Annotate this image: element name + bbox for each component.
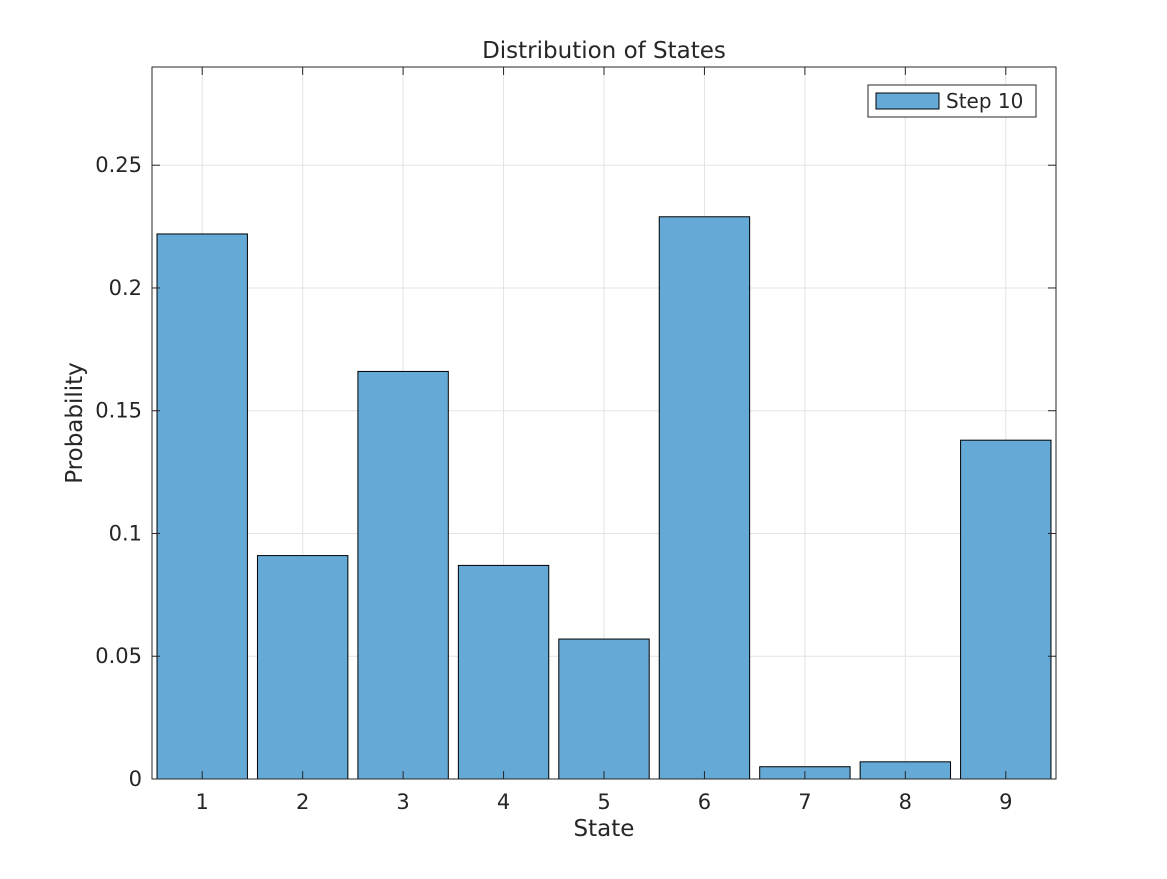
x-tick-label: 4 <box>497 790 510 814</box>
x-tick-label: 2 <box>296 790 309 814</box>
y-tick-label: 0.25 <box>95 153 142 177</box>
x-tick-labels: 1 2 3 4 5 6 7 8 9 <box>196 790 1013 814</box>
x-tick-label: 1 <box>196 790 209 814</box>
x-tick-label: 7 <box>798 790 811 814</box>
x-tick-label: 3 <box>396 790 409 814</box>
y-axis-label: Probability <box>62 362 88 484</box>
y-tick-label: 0.1 <box>109 521 142 545</box>
x-tick-label: 9 <box>999 790 1012 814</box>
legend-entry-label: Step 10 <box>946 89 1023 113</box>
y-tick-label: 0 <box>129 767 142 791</box>
y-tick-label: 0.2 <box>109 276 142 300</box>
bar <box>558 638 650 780</box>
grid-lines <box>152 67 1056 779</box>
bar <box>156 233 248 780</box>
legend-swatch <box>875 92 940 110</box>
bar <box>457 564 550 780</box>
x-tick-label: 5 <box>597 790 610 814</box>
y-tick-labels: 0 0.05 0.1 0.15 0.2 0.25 <box>95 153 142 791</box>
bar <box>658 216 751 780</box>
x-tick-label: 8 <box>899 790 912 814</box>
y-tick-label: 0.05 <box>95 644 142 668</box>
bar <box>357 370 449 780</box>
plot-frame <box>151 66 1057 780</box>
legend: Step 10 <box>867 84 1037 118</box>
x-tick-label: 6 <box>698 790 711 814</box>
bars <box>156 216 1052 780</box>
y-tick-label: 0.15 <box>95 399 142 423</box>
bar <box>256 555 349 780</box>
bar <box>960 439 1052 780</box>
chart-title: Distribution of States <box>482 38 726 64</box>
x-axis-label: State <box>574 816 635 842</box>
